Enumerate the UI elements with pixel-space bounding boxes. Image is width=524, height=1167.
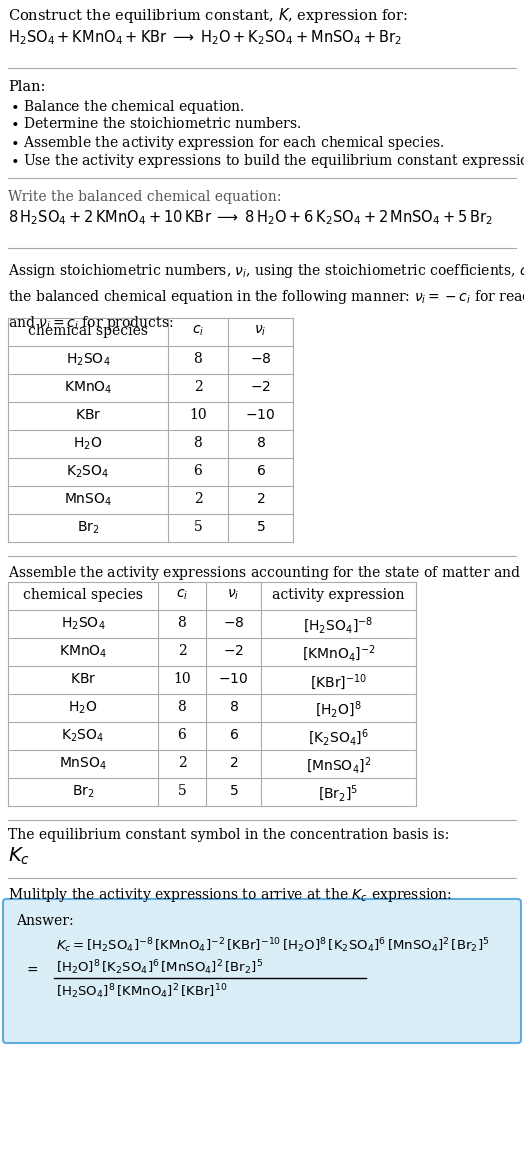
Text: $K_c$: $K_c$ [8,846,30,867]
Text: $\mathrm{KMnO_4}$: $\mathrm{KMnO_4}$ [59,644,107,661]
Text: $\mathrm{K_2SO_4}$: $\mathrm{K_2SO_4}$ [67,464,110,481]
Text: 6: 6 [194,464,202,478]
Text: $5$: $5$ [228,784,238,798]
Text: 2: 2 [178,644,187,658]
Text: Answer:: Answer: [16,914,74,928]
Text: activity expression: activity expression [272,588,405,602]
Text: Plan:: Plan: [8,81,46,95]
Text: $\mathrm{KMnO_4}$: $\mathrm{KMnO_4}$ [64,380,112,397]
Text: The equilibrium constant symbol in the concentration basis is:: The equilibrium constant symbol in the c… [8,829,449,843]
Text: $8$: $8$ [256,436,266,450]
Text: 10: 10 [173,672,191,686]
Text: $[\mathrm{H_2SO_4}]^{-8}$: $[\mathrm{H_2SO_4}]^{-8}$ [303,616,374,636]
Text: 8: 8 [194,436,202,450]
Text: 5: 5 [194,520,202,534]
Text: $-8$: $-8$ [250,352,271,366]
Text: $\mathrm{H_2O}$: $\mathrm{H_2O}$ [68,700,97,717]
Text: $8\,\mathrm{H_2SO_4} + 2\,\mathrm{KMnO_4} + 10\,\mathrm{KBr}\;\longrightarrow\;8: $8\,\mathrm{H_2SO_4} + 2\,\mathrm{KMnO_4… [8,208,493,226]
Text: $\bullet$ Use the activity expressions to build the equilibrium constant express: $\bullet$ Use the activity expressions t… [10,152,524,170]
Text: $[\mathrm{Br_2}]^{5}$: $[\mathrm{Br_2}]^{5}$ [319,784,358,804]
Text: $-8$: $-8$ [223,616,244,630]
Text: 8: 8 [178,616,187,630]
Text: Write the balanced chemical equation:: Write the balanced chemical equation: [8,190,281,204]
Text: $6$: $6$ [228,728,238,742]
Text: 2: 2 [178,756,187,770]
Text: $-2$: $-2$ [250,380,271,394]
Text: 5: 5 [178,784,187,798]
Text: 6: 6 [178,728,187,742]
Text: $\bullet$ Determine the stoichiometric numbers.: $\bullet$ Determine the stoichiometric n… [10,116,301,131]
Text: $5$: $5$ [256,520,265,534]
Text: $[\mathrm{MnSO_4}]^{2}$: $[\mathrm{MnSO_4}]^{2}$ [306,756,371,776]
Text: $\mathrm{K_2SO_4}$: $\mathrm{K_2SO_4}$ [61,728,105,745]
Text: $-2$: $-2$ [223,644,244,658]
Text: $\mathrm{H_2SO_4}$: $\mathrm{H_2SO_4}$ [66,352,110,369]
Text: $\mathrm{H_2SO_4}$: $\mathrm{H_2SO_4}$ [61,616,105,633]
Text: Mulitply the activity expressions to arrive at the $K_c$ expression:: Mulitply the activity expressions to arr… [8,886,452,904]
Text: $c_i$: $c_i$ [176,588,188,602]
Text: $\mathrm{KBr}$: $\mathrm{KBr}$ [75,408,101,422]
FancyBboxPatch shape [3,899,521,1043]
Text: $[\mathrm{H_2O}]^{8}\,[\mathrm{K_2SO_4}]^{6}\,[\mathrm{MnSO_4}]^{2}\,[\mathrm{Br: $[\mathrm{H_2O}]^{8}\,[\mathrm{K_2SO_4}]… [56,958,263,977]
Text: $\mathrm{H_2SO_4 + KMnO_4 + KBr \;\longrightarrow\; H_2O + K_2SO_4 + MnSO_4 + Br: $\mathrm{H_2SO_4 + KMnO_4 + KBr \;\longr… [8,28,402,47]
Text: $\mathrm{MnSO_4}$: $\mathrm{MnSO_4}$ [59,756,107,773]
Text: $-10$: $-10$ [245,408,276,422]
Text: $[\mathrm{K_2SO_4}]^{6}$: $[\mathrm{K_2SO_4}]^{6}$ [308,728,369,748]
Text: $6$: $6$ [256,464,266,478]
Text: 8: 8 [178,700,187,714]
Text: 8: 8 [194,352,202,366]
Text: $2$: $2$ [229,756,238,770]
Text: Construct the equilibrium constant, $K$, expression for:: Construct the equilibrium constant, $K$,… [8,6,408,25]
Text: $\mathrm{H_2O}$: $\mathrm{H_2O}$ [73,436,103,453]
Text: $[\mathrm{H_2SO_4}]^{8}\,[\mathrm{KMnO_4}]^{2}\,[\mathrm{KBr}]^{10}$: $[\mathrm{H_2SO_4}]^{8}\,[\mathrm{KMnO_4… [56,981,227,1000]
Text: $\nu_i$: $\nu_i$ [254,324,267,338]
Text: $[\mathrm{H_2O}]^{8}$: $[\mathrm{H_2O}]^{8}$ [315,700,362,720]
Text: $c_i$: $c_i$ [192,324,204,338]
Text: 10: 10 [189,408,207,422]
Text: $K_c = [\mathrm{H_2SO_4}]^{-8}\,[\mathrm{KMnO_4}]^{-2}\,[\mathrm{KBr}]^{-10}\,[\: $K_c = [\mathrm{H_2SO_4}]^{-8}\,[\mathrm… [56,936,489,955]
Text: $2$: $2$ [256,492,265,506]
Text: Assemble the activity expressions accounting for the state of matter and $\nu_i$: Assemble the activity expressions accoun… [8,564,524,582]
Text: $\nu_i$: $\nu_i$ [227,588,239,602]
Text: 2: 2 [194,380,202,394]
Text: $\mathrm{KBr}$: $\mathrm{KBr}$ [70,672,96,686]
Text: $\mathrm{MnSO_4}$: $\mathrm{MnSO_4}$ [64,492,112,509]
Text: chemical species: chemical species [28,324,148,338]
Text: 2: 2 [194,492,202,506]
Text: $[\mathrm{KBr}]^{-10}$: $[\mathrm{KBr}]^{-10}$ [310,672,367,692]
Text: $-10$: $-10$ [219,672,248,686]
Text: Assign stoichiometric numbers, $\nu_i$, using the stoichiometric coefficients, $: Assign stoichiometric numbers, $\nu_i$, … [8,263,524,331]
Text: $=$: $=$ [24,962,39,976]
Text: $\bullet$ Assemble the activity expression for each chemical species.: $\bullet$ Assemble the activity expressi… [10,134,444,152]
Text: $\bullet$ Balance the chemical equation.: $\bullet$ Balance the chemical equation. [10,98,245,116]
Text: chemical species: chemical species [23,588,143,602]
Text: $\mathrm{Br_2}$: $\mathrm{Br_2}$ [72,784,94,801]
Text: $8$: $8$ [228,700,238,714]
Text: $\mathrm{Br_2}$: $\mathrm{Br_2}$ [77,520,99,537]
Text: $[\mathrm{KMnO_4}]^{-2}$: $[\mathrm{KMnO_4}]^{-2}$ [302,644,375,664]
